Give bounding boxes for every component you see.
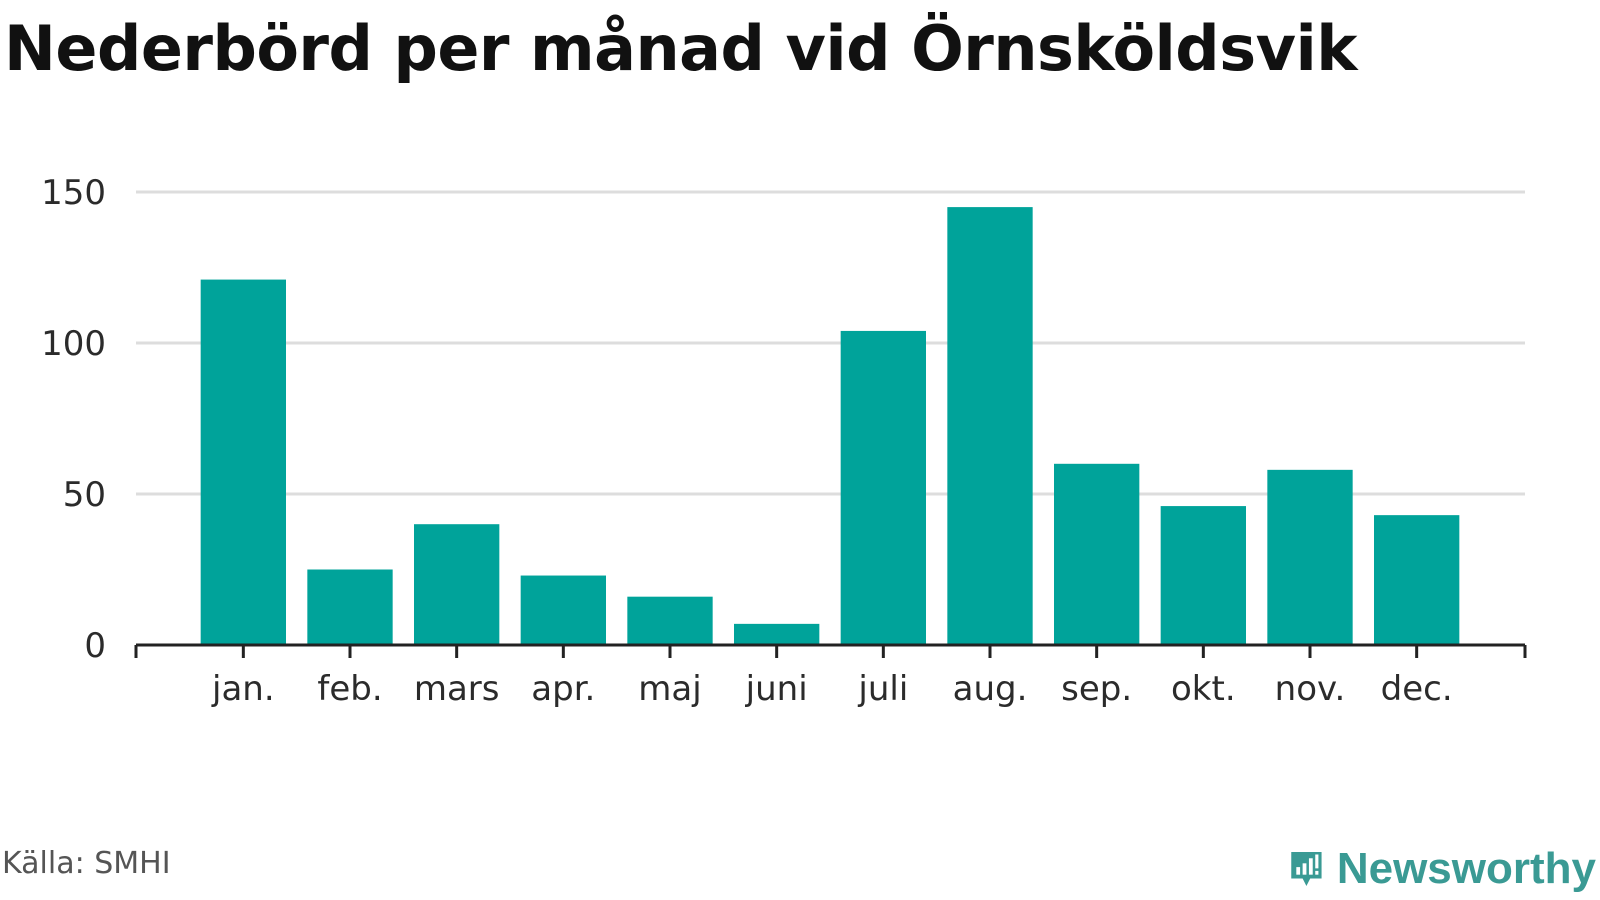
y-tick-label: 150 bbox=[41, 173, 106, 213]
y-tick-label: 100 bbox=[41, 324, 106, 364]
x-tick-label: mars bbox=[414, 669, 500, 709]
source-note: Källa: SMHI bbox=[2, 846, 171, 881]
newsworthy-logo-icon bbox=[1291, 851, 1322, 887]
brand-name: Newsworthy bbox=[1336, 844, 1596, 893]
gridlines bbox=[136, 190, 1525, 496]
bar-apr bbox=[520, 575, 606, 645]
bar-juni bbox=[734, 623, 820, 645]
bar-mars bbox=[414, 524, 500, 645]
x-tick-label: jan. bbox=[211, 669, 275, 709]
y-tick-label: 0 bbox=[84, 626, 106, 666]
x-tick-label: dec. bbox=[1381, 669, 1453, 709]
x-tick-label: maj bbox=[638, 669, 701, 709]
bar-sep bbox=[1054, 463, 1140, 645]
brand-logo: Newsworthy bbox=[1290, 840, 1596, 898]
y-tick-labels: 0 50 100 150 bbox=[41, 173, 106, 666]
x-tick-label: feb. bbox=[317, 669, 382, 709]
bar-okt bbox=[1160, 506, 1246, 645]
bar-juli bbox=[840, 330, 926, 645]
x-tick-label: nov. bbox=[1275, 669, 1346, 709]
x-axis bbox=[134, 643, 1527, 658]
bar-feb bbox=[307, 569, 393, 645]
x-tick-label: juli bbox=[857, 669, 908, 709]
bar-aug bbox=[947, 207, 1033, 645]
chart-title: Nederbörd per månad vid Örnsköldsvik bbox=[4, 12, 1358, 85]
x-tick-label: aug. bbox=[953, 669, 1028, 709]
y-tick-label: 50 bbox=[63, 475, 106, 515]
x-tick-label: okt. bbox=[1171, 669, 1236, 709]
x-tick-label: apr. bbox=[531, 669, 595, 709]
x-tick-label: sep. bbox=[1061, 669, 1132, 709]
x-tick-label: juni bbox=[745, 669, 808, 709]
bar-nov bbox=[1267, 469, 1353, 645]
bar-jan bbox=[200, 279, 286, 645]
bar-maj bbox=[627, 596, 713, 645]
bars bbox=[200, 207, 1460, 645]
x-tick-labels: jan. feb. mars apr. maj juni juli aug. sep. okt. n… bbox=[211, 669, 1453, 709]
bar-dec bbox=[1374, 515, 1460, 645]
